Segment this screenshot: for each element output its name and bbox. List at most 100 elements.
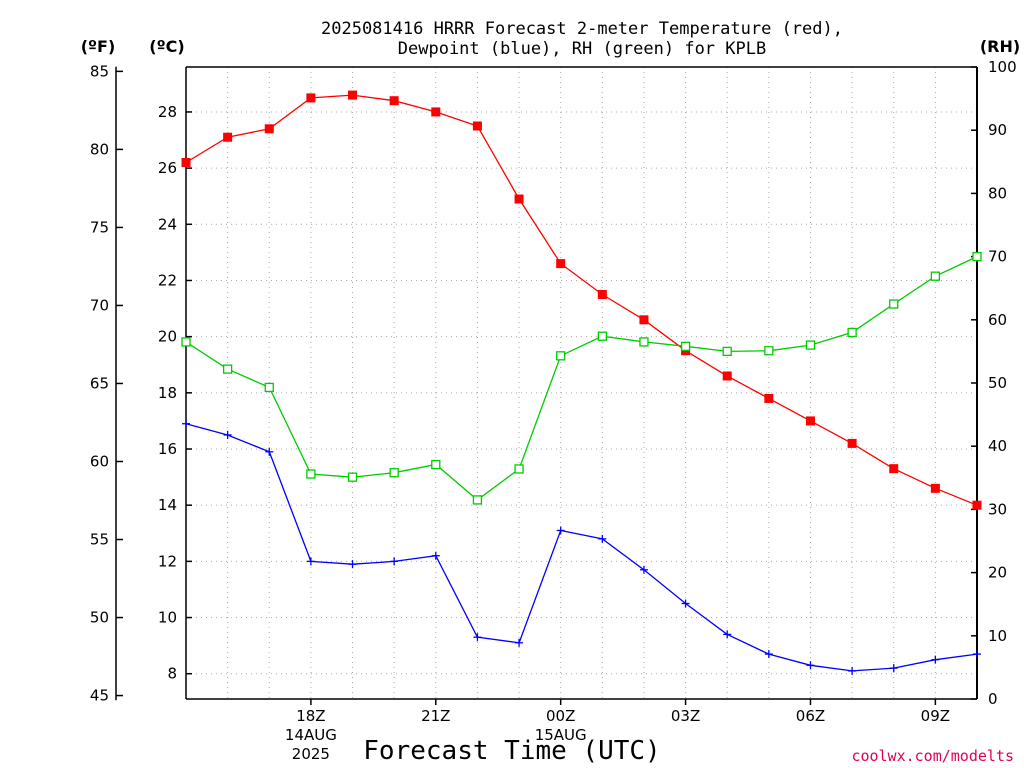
dewpoint-line bbox=[185, 423, 978, 672]
fahrenheit-tick-label: 75 bbox=[90, 218, 109, 236]
temperature-line bbox=[185, 94, 978, 506]
dewpoint-point bbox=[182, 419, 190, 428]
celsius-tick-label: 14 bbox=[158, 496, 177, 514]
dewpoint-point bbox=[390, 557, 399, 566]
x-tick-label: 21Z bbox=[421, 707, 450, 725]
temperature-point bbox=[930, 483, 940, 493]
x-tick-label: 06Z bbox=[796, 707, 825, 725]
rh-point bbox=[639, 337, 649, 347]
temperature-point bbox=[556, 259, 566, 269]
rh-point bbox=[514, 464, 524, 474]
temperature-point bbox=[722, 371, 732, 381]
dewpoint-point bbox=[764, 650, 773, 659]
temperature-point bbox=[431, 107, 441, 117]
fahrenheit-tick-label: 45 bbox=[90, 687, 109, 705]
dewpoint-point bbox=[723, 630, 732, 639]
rh-point bbox=[930, 271, 941, 281]
temperature-point bbox=[889, 464, 899, 474]
dewpoint-point bbox=[473, 633, 482, 642]
dewpoint-point bbox=[348, 560, 357, 569]
rh-point bbox=[264, 382, 274, 393]
fahrenheit-tick-label: 70 bbox=[90, 296, 109, 314]
temperature-point bbox=[514, 194, 524, 204]
rh-point bbox=[181, 337, 191, 347]
rh-point bbox=[222, 364, 233, 374]
rh-point bbox=[680, 341, 691, 351]
rh-point bbox=[347, 472, 358, 482]
fahrenheit-tick-label: 65 bbox=[90, 374, 109, 392]
temperature-point bbox=[306, 93, 316, 103]
series-lines bbox=[185, 94, 978, 672]
dewpoint-point bbox=[889, 664, 898, 673]
dewpoint-point bbox=[265, 447, 274, 456]
dewpoint-point bbox=[806, 661, 815, 670]
rh-tick-label: 60 bbox=[988, 311, 1007, 329]
rh-tick-label: 80 bbox=[988, 184, 1007, 202]
fahrenheit-tick-label: 60 bbox=[90, 452, 109, 470]
chart-title-line1: 2025081416 HRRR Forecast 2-meter Tempera… bbox=[321, 19, 843, 39]
dewpoint-point bbox=[223, 430, 232, 439]
dewpoint-point bbox=[931, 655, 940, 664]
x-tick-label: 03Z bbox=[671, 707, 700, 725]
rh-point bbox=[889, 299, 899, 309]
temperature-point bbox=[639, 315, 649, 325]
temperature-point bbox=[181, 158, 191, 168]
celsius-tick-label: 26 bbox=[158, 159, 177, 177]
temperature-point bbox=[972, 500, 982, 510]
temperature-point bbox=[472, 121, 482, 131]
temperature-point bbox=[597, 290, 607, 300]
celsius-tick-label: 12 bbox=[158, 552, 177, 570]
rh-point bbox=[306, 469, 316, 479]
dewpoint-point bbox=[431, 551, 440, 560]
temperature-point bbox=[389, 96, 399, 106]
rh-tick-label: 100 bbox=[988, 58, 1017, 76]
celsius-tick-label: 8 bbox=[167, 665, 177, 683]
rh-point bbox=[847, 327, 857, 338]
rh-point bbox=[722, 346, 732, 357]
dewpoint-point bbox=[848, 666, 857, 675]
dewpoint-point bbox=[639, 565, 648, 574]
dewpoint-point bbox=[681, 599, 690, 608]
celsius-tick-label: 28 bbox=[158, 103, 177, 121]
x-tick-label: 00Z bbox=[546, 707, 575, 725]
rh-point bbox=[556, 351, 566, 361]
axes bbox=[115, 66, 978, 705]
rh-tick-label: 30 bbox=[988, 500, 1007, 518]
dewpoint-point bbox=[598, 534, 607, 543]
credit-text: coolwx.com/modelts bbox=[851, 747, 1014, 765]
temperature-point bbox=[764, 393, 774, 403]
rh-point bbox=[805, 340, 816, 350]
celsius-tick-label: 18 bbox=[158, 384, 177, 402]
fahrenheit-tick-label: 85 bbox=[90, 62, 109, 80]
rh-tick-label: 20 bbox=[988, 564, 1007, 582]
temperature-point bbox=[847, 438, 857, 448]
series-markers bbox=[181, 90, 982, 675]
rh-tick-label: 10 bbox=[988, 627, 1007, 645]
fahrenheit-unit-label: (ºF) bbox=[81, 37, 116, 56]
rh-point bbox=[431, 459, 441, 470]
rh-point bbox=[472, 495, 483, 505]
rh-unit-label: (RH) bbox=[980, 37, 1020, 56]
celsius-tick-label: 22 bbox=[158, 271, 177, 289]
fahrenheit-tick-label: 55 bbox=[90, 531, 109, 549]
rh-tick-label: 50 bbox=[988, 374, 1007, 392]
rh-tick-label: 90 bbox=[988, 121, 1007, 139]
rh-point bbox=[764, 346, 774, 356]
x-tick-label: 2025 bbox=[292, 745, 330, 763]
rh-point bbox=[389, 468, 399, 478]
temperature-point bbox=[348, 90, 358, 100]
dewpoint-point bbox=[973, 650, 981, 659]
grid-lines bbox=[186, 67, 977, 699]
x-axis-title: Forecast Time (UTC) bbox=[363, 736, 660, 766]
dewpoint-point bbox=[515, 638, 524, 647]
fahrenheit-tick-label: 50 bbox=[90, 609, 109, 627]
celsius-tick-label: 10 bbox=[158, 609, 177, 627]
x-tick-label: 18Z bbox=[296, 707, 325, 725]
rh-line bbox=[185, 256, 978, 501]
rh-point bbox=[972, 251, 982, 262]
tick-labels: 45 50 55 60 65 70 75 80 85 8 10 12 14 16 18 20 22 24 26 28 0… bbox=[90, 58, 1017, 763]
rh-tick-label: 40 bbox=[988, 437, 1007, 455]
dewpoint-point bbox=[556, 526, 565, 535]
celsius-tick-label: 20 bbox=[158, 328, 177, 346]
